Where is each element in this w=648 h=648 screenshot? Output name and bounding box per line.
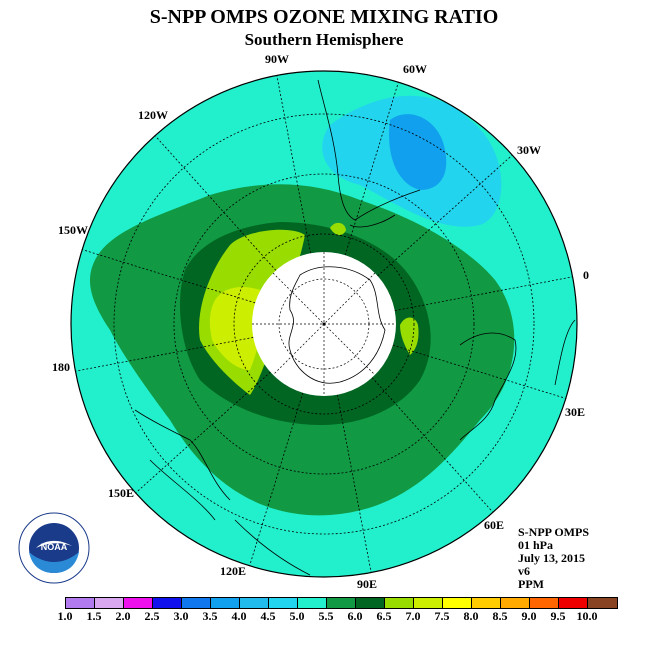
colorbar-tick-label: 4.5 [260,609,276,623]
antarctica-outline [288,266,386,384]
colorbar-swatch [530,598,559,608]
noaa-logo: NOAA [18,512,90,584]
region-6-5-peninsula [330,222,346,235]
info-date: July 13, 2015 [518,551,586,565]
info-units: PPM [518,577,544,591]
colorbar-tick-label: 8.5 [492,609,508,623]
map-title: S-NPP OMPS OZONE MIXING RATIO [149,6,499,28]
info-version: v6 [518,564,530,578]
colorbar-swatch [501,598,530,608]
info-level: 01 hPa [518,538,554,552]
colorbar-swatch [269,598,298,608]
colorbar-tick-label: 5.5 [318,609,334,623]
lon-label: 0 [583,268,589,282]
colorbar-swatch [472,598,501,608]
lon-label: 150W [58,223,88,237]
colorbar-tick-label: 6.5 [376,609,392,623]
colorbar-tick-label: 2.0 [115,609,131,623]
colorbar-tick-label: 8.0 [463,609,479,623]
lon-label: 120W [138,108,168,122]
lon-label: 90E [357,577,378,591]
region-4-0 [389,114,447,190]
colorbar-swatch [559,598,588,608]
colorbar-swatch [327,598,356,608]
lon-label: 30W [517,143,541,157]
lon-label: 60W [403,62,427,76]
lon-label: 180 [52,360,70,374]
graticule [71,71,577,577]
lon-label: 120E [220,564,247,578]
colorbar-swatch [95,598,124,608]
colorbar-swatch [385,598,414,608]
colorbar-tick-label: 10.0 [576,609,598,623]
colorbar-swatch [588,598,617,608]
colorbar-tick-label: 4.0 [231,609,247,623]
colorbar-swatch [356,598,385,608]
lon-label: 30E [565,405,586,419]
colorbar [65,597,618,609]
colorbar-swatch [124,598,153,608]
colorbar-swatch [211,598,240,608]
colorbar-swatch [240,598,269,608]
colorbar-tick-label: 9.0 [521,609,537,623]
colorbar-tick-label: 7.5 [434,609,450,623]
colorbar-tick-label: 7.0 [405,609,421,623]
colorbar-tick-label: 5.0 [289,609,305,623]
map-subtitle: Southern Hemisphere [244,30,404,49]
colorbar-swatch [298,598,327,608]
colorbar-tick-label: 6.0 [347,609,363,623]
colorbar-tick-label: 3.0 [173,609,189,623]
coastlines [134,79,576,576]
lon-label: 90W [265,52,289,66]
colorbar-tick-label: 1.0 [57,609,73,623]
colorbar-tick-label: 3.5 [202,609,218,623]
colorbar-swatch [153,598,182,608]
logo-text: NOAA [41,542,68,552]
info-instrument: S-NPP OMPS [518,525,589,539]
colorbar-swatch [66,598,95,608]
colorbar-swatch [443,598,472,608]
lon-label: 60E [484,518,505,532]
colorbar-swatch [414,598,443,608]
map-border [70,70,578,578]
lon-label: 150E [108,486,135,500]
colorbar-tick-label: 1.5 [86,609,102,623]
info-block: S-NPP OMPS 01 hPa July 13, 2015 v6 PPM [518,526,589,591]
region-7-0 [209,287,262,370]
colorbar-tick-label: 9.5 [550,609,566,623]
colorbar-tick-label: 2.5 [144,609,160,623]
colorbar-swatch [182,598,211,608]
region-6-5-east [400,317,419,355]
